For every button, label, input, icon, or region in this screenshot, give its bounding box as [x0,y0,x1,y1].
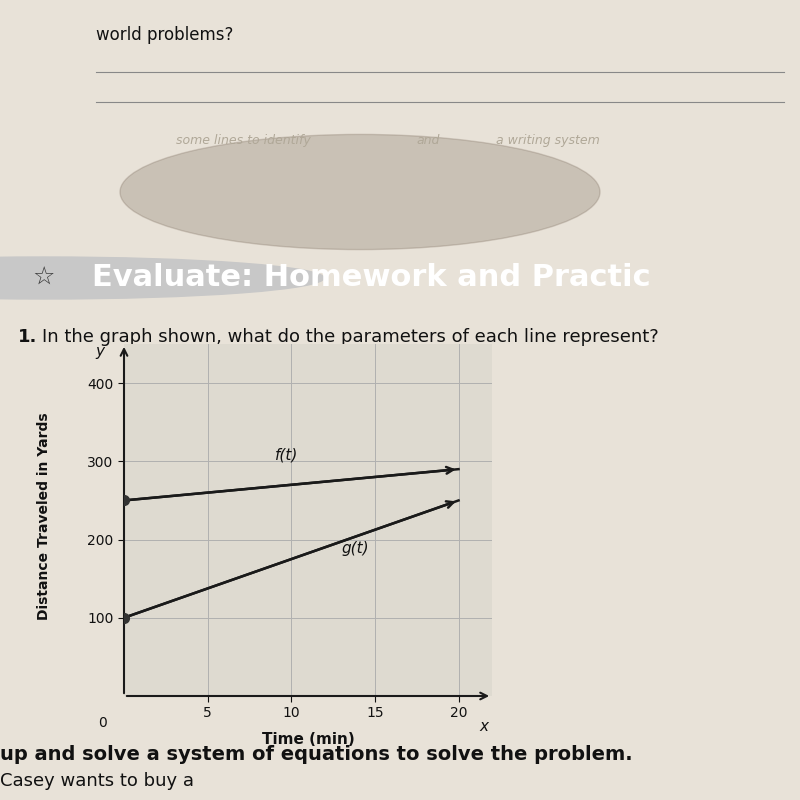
Text: 0: 0 [98,715,107,730]
Text: Evaluate: Homework and Practic: Evaluate: Homework and Practic [92,263,650,293]
Text: 1.: 1. [18,328,38,346]
Text: up and solve a system of equations to solve the problem.: up and solve a system of equations to so… [0,745,633,764]
Text: some lines to identify: some lines to identify [176,134,310,147]
Text: Casey wants to buy a: Casey wants to buy a [0,772,194,790]
Text: g(t): g(t) [342,541,369,556]
Text: f(t): f(t) [274,448,298,463]
Text: In the graph shown, what do the parameters of each line represent?: In the graph shown, what do the paramete… [42,328,658,346]
Text: and: and [416,134,439,147]
Text: a writing system: a writing system [496,134,600,147]
X-axis label: Time (min): Time (min) [262,731,354,746]
Text: world problems?: world problems? [96,26,234,43]
Text: y: y [95,344,104,359]
Text: Distance Traveled in Yards: Distance Traveled in Yards [37,412,51,620]
Ellipse shape [120,134,600,250]
Text: ☆: ☆ [33,266,55,290]
Text: x: x [479,719,488,734]
Circle shape [0,257,324,299]
